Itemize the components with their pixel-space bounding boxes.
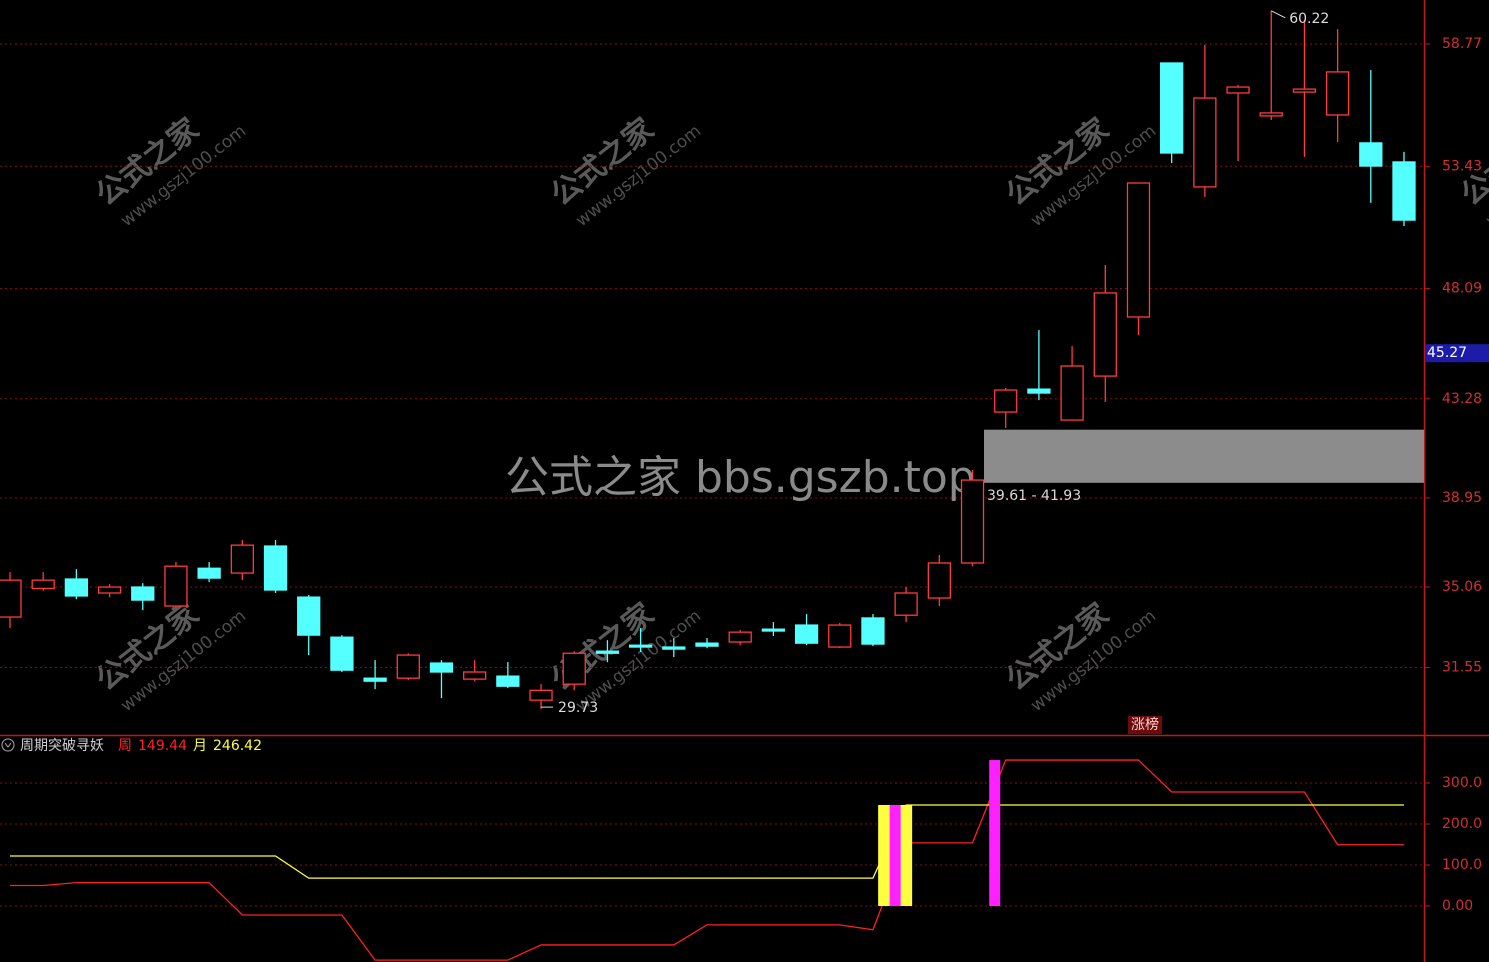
candle-body [1259,112,1283,117]
y-tick-label: 43.28 [1442,391,1482,407]
candle-body [1060,365,1084,421]
candle-body [429,662,454,673]
legend-entry: 月 246.42 [193,738,262,754]
candle-body [1392,161,1416,221]
candle-body [828,624,852,648]
candle-body [1325,71,1350,116]
indicator-line [10,804,1404,879]
candle-body [64,578,89,597]
candle-body [595,650,620,654]
candle-body [131,586,155,601]
candle-body [1226,86,1250,94]
candle-body [728,631,752,643]
candle-body [1027,388,1051,394]
collapse-icon[interactable] [1,738,15,752]
candle-body [330,636,354,671]
candle-body [960,479,985,564]
legend-name: 周 [118,738,132,754]
last-price-box [1425,344,1489,363]
y-tick-label: 100.0 [1442,857,1482,873]
candle-body [1093,292,1117,377]
watermark-center: 公式之家 bbs.gszb.top [505,452,976,503]
candle-body [894,592,918,616]
y-tick-label: 0.00 [1442,898,1473,914]
candle-body [529,689,553,701]
candle-body [861,617,885,645]
y-tick-label: 31.55 [1442,659,1482,675]
candle-body [562,652,586,685]
high-arrow [1271,10,1286,19]
candle-body [1292,88,1317,93]
collapse-icon [4,742,12,748]
y-tick-label: 35.06 [1442,579,1482,595]
tag-box [1128,716,1162,734]
indicator-line [10,759,1404,961]
tag-label: 涨榜 [1131,716,1159,733]
candle-body [164,565,188,607]
candle-body [794,624,819,644]
candle-body [97,586,122,594]
candle-body [396,654,420,679]
candle-body [662,646,686,650]
candle-body [927,562,951,599]
indicator-title: 周期突破寻妖 [20,738,104,754]
y-tick-label: 48.09 [1442,281,1482,297]
candle-body [197,567,221,579]
legend-entry: 周 149.44 [118,738,187,754]
candle-body [230,544,254,574]
candle-body [1126,182,1151,318]
candle-body [761,628,786,632]
signal-bar [989,760,1001,906]
candle-body [496,675,520,687]
legend-value: 246.42 [213,738,262,754]
y-tick-label: 300.0 [1442,775,1482,791]
gap-zone [984,429,1424,483]
low-label: 29.73 [558,700,598,716]
y-tick-label: 58.77 [1442,36,1482,52]
signal-bar [889,804,901,906]
candle-body [1160,62,1184,154]
candle-body [695,642,719,647]
gap-label: 39.61 - 41.93 [987,488,1081,504]
high-label: 60.22 [1289,11,1329,27]
y-tick-label: 38.95 [1442,490,1482,506]
legend-value: 149.44 [138,738,187,754]
candle-body [263,545,288,591]
last-price-label: 45.27 [1427,345,1467,361]
candle-body [0,579,22,618]
candle-body [363,677,387,682]
candle-body [994,389,1018,413]
candle-body [1193,97,1217,188]
candle-body [297,596,321,636]
candle-body [463,671,487,680]
y-tick-label: 200.0 [1442,816,1482,832]
candle-body [628,644,653,648]
legend-name: 月 [193,738,207,754]
candle-body [1359,142,1383,167]
y-tick-label: 53.43 [1442,158,1482,174]
candle-body [31,579,55,590]
